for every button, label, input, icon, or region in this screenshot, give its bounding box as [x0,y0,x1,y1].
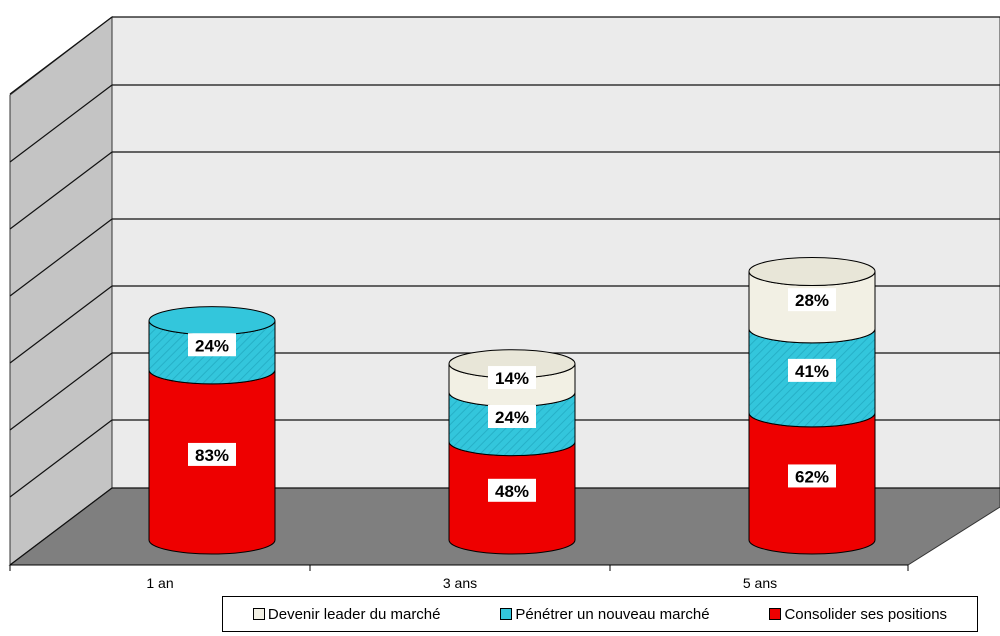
side-gridline [9,352,113,431]
legend-item: Consolider ses positions [769,606,947,623]
x-tick-label: 3 ans [443,575,477,591]
value-label: 83% [195,446,229,465]
legend-item: Pénétrer un nouveau marché [500,605,710,623]
legend: Devenir leader du marché Pénétrer un nouv… [222,596,978,632]
legend-swatch [252,608,265,620]
value-label: 28% [795,291,829,310]
value-labels: 83% 24% 48% 24% 14% 62% 41% 28% [188,288,836,502]
x-axis: 1 an 3 ans 5 ans [9,564,909,591]
legend-label: Pénétrer un nouveau marché [515,605,710,623]
value-label-box [488,366,536,390]
legend-swatch [769,608,782,620]
legend-label: Consolider ses positions [784,605,948,623]
side-gridline [9,84,113,163]
value-label-box [188,442,236,466]
legend-swatch [500,608,513,620]
value-label-box [488,478,536,502]
value-label: 41% [795,362,829,381]
value-label-box [488,405,536,428]
cylinder-top [748,256,876,286]
value-label-box [788,464,836,488]
side-gridline [9,218,113,297]
legend-label: Devenir leader du marché [267,605,441,623]
side-gridline [9,487,113,566]
cylinder-top [148,306,276,336]
value-label: 24% [195,336,229,355]
side-wall [9,15,113,567]
value-label-box [188,333,236,357]
value-label: 14% [495,369,529,388]
value-label: 62% [795,467,829,486]
side-gridline [9,419,113,498]
value-label: 24% [495,408,529,427]
side-gridline [9,285,113,364]
x-tick-label: 5 ans [743,575,777,591]
value-label-box [788,288,836,312]
value-label: 48% [495,482,529,501]
side-gridline [9,16,113,95]
legend-item: Devenir leader du marché [252,605,441,623]
x-tick-label: 1 an [146,575,173,591]
value-label-box [788,358,836,382]
side-gridline [9,151,113,230]
